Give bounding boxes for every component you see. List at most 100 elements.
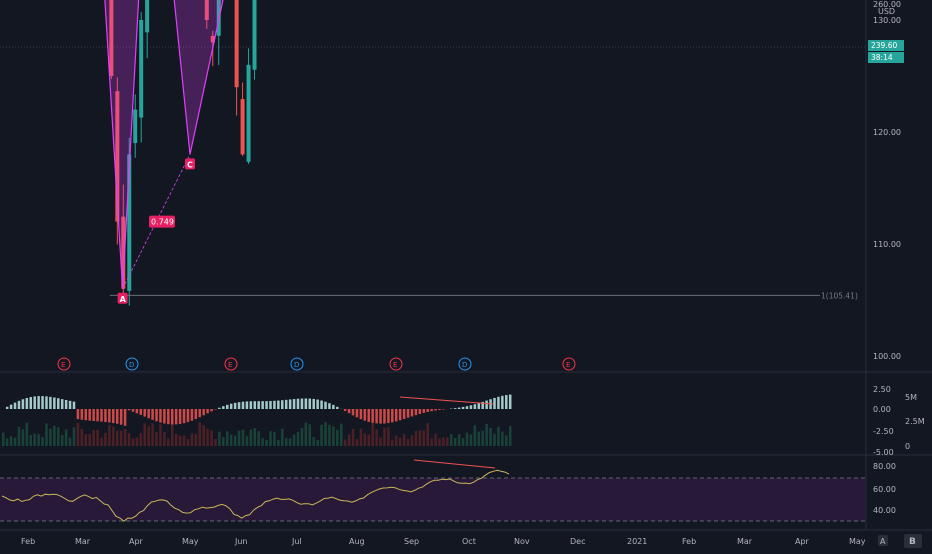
volume-bar bbox=[269, 431, 272, 446]
macd-histogram-bar bbox=[419, 409, 422, 414]
macd-histogram-bar bbox=[466, 406, 469, 409]
time-axis-label: Oct bbox=[462, 537, 476, 546]
volume-bar bbox=[159, 424, 162, 446]
macd-histogram-bar bbox=[356, 409, 359, 417]
volume-bar bbox=[379, 437, 382, 446]
macd-histogram-bar bbox=[438, 409, 441, 410]
macd-histogram-bar bbox=[281, 400, 284, 409]
volume-bar bbox=[309, 424, 312, 446]
macd-histogram-bar bbox=[230, 404, 233, 409]
volume-bar bbox=[364, 433, 367, 446]
macd-histogram-bar bbox=[128, 409, 131, 410]
macd-histogram-bar bbox=[395, 409, 398, 421]
macd-histogram-bar bbox=[206, 409, 209, 413]
volume-bar bbox=[442, 437, 445, 446]
macd-histogram-bar bbox=[41, 396, 44, 409]
rsi-axis-tick: 40.00 bbox=[873, 506, 896, 515]
macd-histogram-bar bbox=[423, 409, 426, 413]
volume-bar bbox=[478, 432, 481, 446]
macd-histogram-bar bbox=[175, 409, 178, 424]
time-axis-label: May bbox=[182, 537, 199, 546]
macd-histogram-bar bbox=[49, 397, 52, 409]
macd-histogram-bar bbox=[85, 409, 88, 420]
macd-histogram-bar bbox=[391, 409, 394, 422]
candle-body bbox=[145, 0, 149, 32]
volume-bar bbox=[485, 424, 488, 446]
volume-bar bbox=[155, 432, 158, 446]
macd-histogram-bar bbox=[81, 409, 84, 420]
volume-bar bbox=[226, 431, 229, 446]
volume-bar bbox=[273, 432, 276, 446]
volume-bar bbox=[151, 423, 154, 446]
macd-histogram-bar bbox=[136, 409, 139, 413]
macd-histogram-bar bbox=[399, 409, 402, 420]
volume-axis-tick: 5M bbox=[905, 393, 917, 402]
time-axis-label: Jul bbox=[291, 537, 302, 546]
macd-histogram-bar bbox=[250, 401, 253, 409]
macd-histogram-bar bbox=[234, 403, 237, 409]
macd-histogram-bar bbox=[163, 409, 166, 423]
volume-bar bbox=[423, 430, 426, 446]
macd-histogram-bar bbox=[462, 407, 465, 409]
volume-bar bbox=[175, 434, 178, 446]
macd-histogram-bar bbox=[371, 409, 374, 423]
volume-bar bbox=[340, 424, 343, 446]
volume-bar bbox=[371, 423, 374, 446]
macd-histogram-bar bbox=[96, 409, 99, 421]
macd-histogram-bar bbox=[238, 402, 241, 409]
volume-bar bbox=[383, 428, 386, 446]
macd-axis-tick: 0.00 bbox=[873, 405, 891, 414]
volume-bar bbox=[10, 436, 13, 446]
macd-histogram-bar bbox=[348, 409, 351, 413]
volume-bar bbox=[171, 424, 174, 446]
volume-bar bbox=[214, 439, 217, 446]
macd-axis-tick: -5.00 bbox=[873, 448, 894, 457]
volume-bar bbox=[22, 429, 25, 446]
volume-bar bbox=[222, 437, 225, 446]
macd-histogram-bar bbox=[474, 404, 477, 409]
volume-bar bbox=[96, 430, 99, 446]
macd-histogram-bar bbox=[159, 409, 162, 423]
macd-histogram-bar bbox=[293, 399, 296, 409]
volume-bar bbox=[375, 429, 378, 446]
volume-bar bbox=[53, 426, 56, 446]
macd-histogram-bar bbox=[65, 400, 68, 409]
price-axis-tick: 110.00 bbox=[873, 240, 901, 249]
time-axis-label: Apr bbox=[129, 537, 144, 546]
macd-axis-tick: 2.50 bbox=[873, 385, 891, 394]
volume-bar bbox=[167, 438, 170, 446]
volume-bar bbox=[328, 425, 331, 446]
volume-bar bbox=[277, 440, 280, 446]
volume-bar bbox=[446, 437, 449, 446]
macd-histogram-bar bbox=[104, 409, 107, 422]
macd-histogram-bar bbox=[108, 409, 111, 422]
volume-bar bbox=[108, 425, 111, 446]
macd-histogram-bar bbox=[112, 409, 115, 423]
volume-bar bbox=[49, 429, 52, 446]
volume-bar bbox=[250, 429, 253, 446]
volume-bar bbox=[41, 437, 44, 446]
volume-bar bbox=[179, 436, 182, 446]
time-axis-label: Dec bbox=[570, 537, 585, 546]
time-axis-label: Mar bbox=[75, 537, 91, 546]
macd-histogram-bar bbox=[167, 409, 170, 424]
macd-histogram-bar bbox=[430, 409, 433, 411]
macd-histogram-bar bbox=[434, 409, 437, 411]
volume-bar bbox=[191, 434, 194, 446]
macd-histogram-bar bbox=[88, 409, 91, 421]
time-axis-label: Apr bbox=[795, 537, 810, 546]
volume-bar bbox=[136, 437, 139, 446]
volume-bar bbox=[367, 435, 370, 446]
macd-histogram-bar bbox=[265, 401, 268, 409]
volume-bar bbox=[210, 430, 213, 446]
volume-bar bbox=[489, 428, 492, 446]
macd-histogram-bar bbox=[116, 409, 119, 424]
volume-bar bbox=[344, 440, 347, 446]
volume-bar bbox=[434, 434, 437, 446]
macd-histogram-bar bbox=[379, 409, 382, 424]
price-badge-label: 239.60 bbox=[871, 41, 897, 50]
volume-bar bbox=[356, 439, 359, 446]
candle-body bbox=[235, 0, 239, 87]
